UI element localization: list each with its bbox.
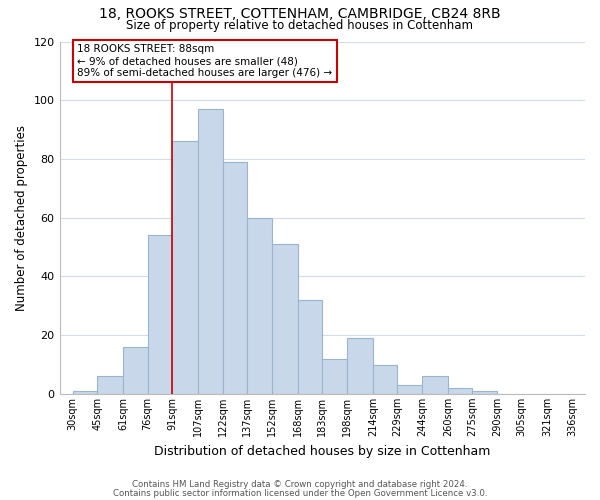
Text: Size of property relative to detached houses in Cottenham: Size of property relative to detached ho… xyxy=(127,18,473,32)
Text: Contains HM Land Registry data © Crown copyright and database right 2024.: Contains HM Land Registry data © Crown c… xyxy=(132,480,468,489)
Bar xyxy=(472,391,497,394)
Bar xyxy=(172,142,198,394)
Text: 18 ROOKS STREET: 88sqm
← 9% of detached houses are smaller (48)
89% of semi-deta: 18 ROOKS STREET: 88sqm ← 9% of detached … xyxy=(77,44,332,78)
Bar xyxy=(298,300,322,394)
Bar xyxy=(223,162,247,394)
Text: 18, ROOKS STREET, COTTENHAM, CAMBRIDGE, CB24 8RB: 18, ROOKS STREET, COTTENHAM, CAMBRIDGE, … xyxy=(99,8,501,22)
Y-axis label: Number of detached properties: Number of detached properties xyxy=(15,124,28,310)
Bar xyxy=(347,338,373,394)
Bar xyxy=(373,364,397,394)
Bar xyxy=(123,347,148,394)
Bar xyxy=(272,244,298,394)
Bar xyxy=(247,218,272,394)
Bar xyxy=(448,388,472,394)
Bar xyxy=(397,385,422,394)
Text: Contains public sector information licensed under the Open Government Licence v3: Contains public sector information licen… xyxy=(113,489,487,498)
Bar xyxy=(97,376,123,394)
Bar xyxy=(322,358,347,394)
X-axis label: Distribution of detached houses by size in Cottenham: Distribution of detached houses by size … xyxy=(154,444,490,458)
Bar xyxy=(198,109,223,394)
Bar xyxy=(148,236,172,394)
Bar xyxy=(422,376,448,394)
Bar xyxy=(73,391,97,394)
